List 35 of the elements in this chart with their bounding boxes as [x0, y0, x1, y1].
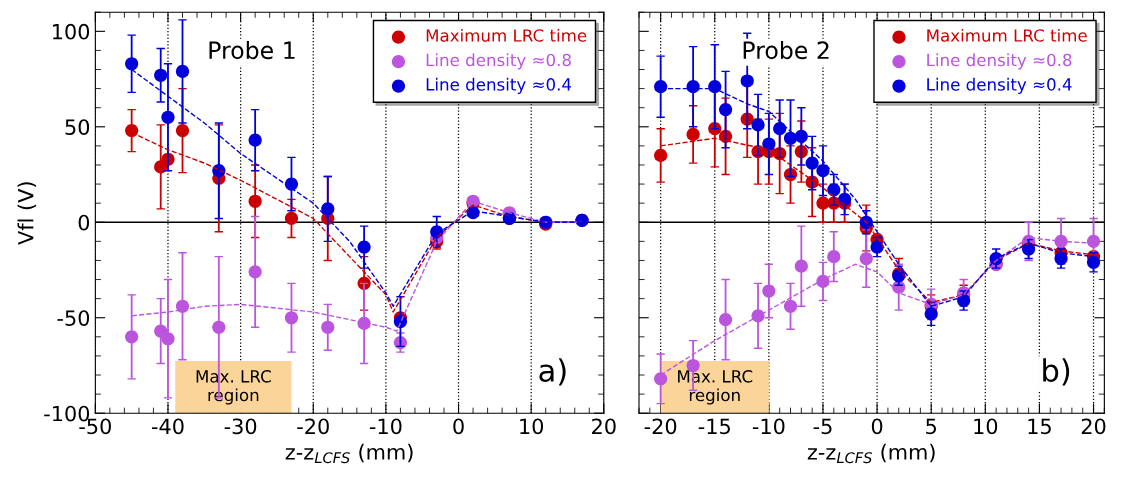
x-axis-title: z-z$_{LCFS}$ (mm) — [285, 443, 413, 464]
x-tick-label: 10 — [520, 418, 544, 435]
x-tick-label: 0 — [453, 418, 464, 435]
x-tick-label: -15 — [698, 418, 730, 435]
x-tick-label: 20 — [1081, 418, 1106, 435]
x-tick-label: 0 — [871, 418, 883, 435]
x-tick-label: -20 — [644, 418, 677, 435]
legend-label: Line density ≈0.8 — [426, 53, 571, 70]
y-tick-label: -50 — [57, 310, 90, 326]
x-tick-label: -20 — [297, 418, 329, 435]
legend-label: Line density ≈0.4 — [426, 77, 572, 94]
legend-label: Line density ≈0.8 — [927, 53, 1072, 70]
band-label: Max. LRC region — [196, 370, 271, 405]
annotation: a) — [539, 358, 566, 386]
annotation: Probe 1 — [209, 40, 295, 60]
legend-label: Maximum LRC time — [927, 28, 1087, 42]
legend-label: Maximum LRC time — [426, 28, 587, 42]
band-label: Max. LRC region — [678, 370, 753, 405]
x-tick-label: -40 — [151, 418, 184, 435]
legend-label: Line density ≈0.4 — [927, 77, 1072, 94]
x-tick-label: 10 — [974, 418, 998, 435]
x-tick-label: -10 — [752, 418, 785, 435]
y-tick-label: 0 — [78, 214, 90, 231]
y-tick-label: 100 — [53, 23, 90, 40]
x-tick-label: 20 — [592, 418, 616, 435]
x-axis-title: z-z$_{LCFS}$ (mm) — [807, 443, 935, 464]
annotation: Probe 2 — [743, 40, 829, 60]
x-tick-label: 15 — [1028, 418, 1051, 435]
x-tick-label: 5 — [926, 418, 937, 435]
x-tick-label: -10 — [369, 418, 402, 435]
y-tick-label: 50 — [65, 119, 90, 135]
x-tick-label: -5 — [813, 418, 832, 435]
x-tick-label: -30 — [224, 418, 257, 435]
y-axis-title: Vfl (V) — [17, 182, 37, 245]
annotation: b) — [1043, 358, 1070, 386]
